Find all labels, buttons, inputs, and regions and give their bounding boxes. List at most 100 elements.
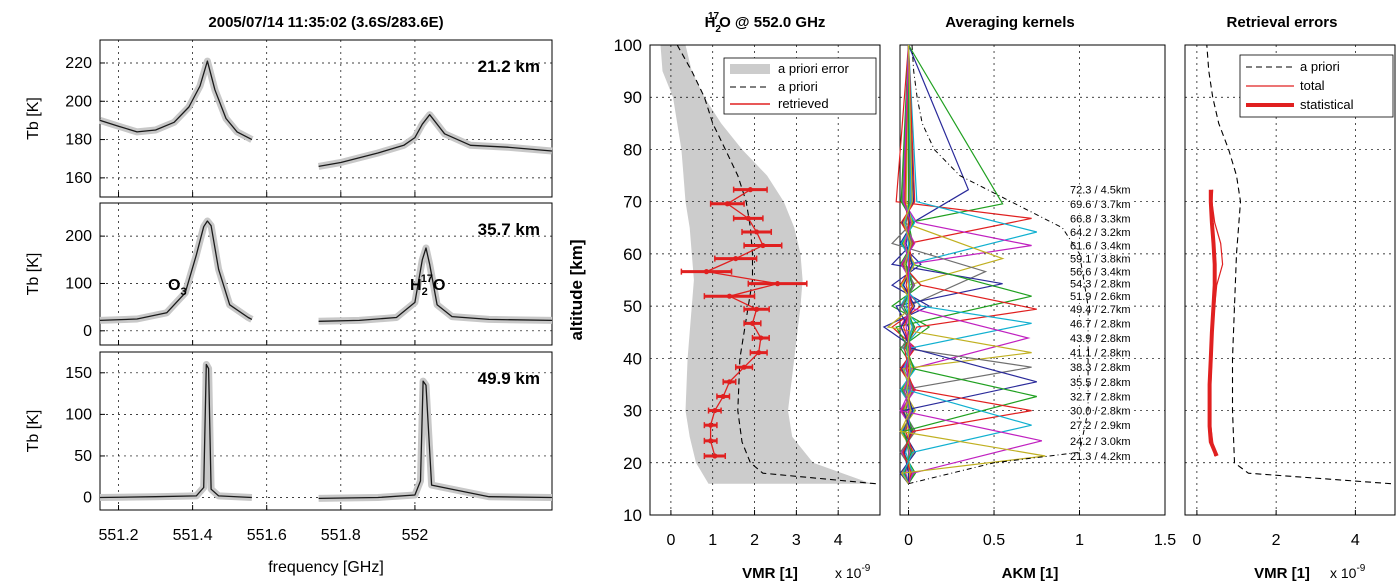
altitude-tick-label: 20 xyxy=(623,454,642,473)
spectrum-frame xyxy=(99,39,553,198)
x-tick-label: 0 xyxy=(1192,532,1201,549)
averaging-kernels-panel: 0 0.5 1 1.5 72.3 / 4.5km 69.6 / 3.7km 66.8 / 3… xyxy=(882,44,1176,549)
apriori-error-line xyxy=(1206,44,1392,485)
y-tick-label: 150 xyxy=(65,365,92,382)
errors-frame xyxy=(1184,44,1396,516)
legend-label: a priori xyxy=(1300,59,1340,74)
altitude-tick-label: 50 xyxy=(623,297,642,316)
kernel-label: 51.9 / 2.6km xyxy=(1070,291,1131,303)
kernel-line xyxy=(902,45,1037,484)
x-tick-label: 3 xyxy=(792,532,801,549)
spectrum-line xyxy=(99,60,253,141)
x-tick-label: 4 xyxy=(1351,532,1360,549)
kernel-label: 24.2 / 3.0km xyxy=(1070,436,1131,448)
kernel-label: 21.3 / 4.2km xyxy=(1070,451,1131,463)
x-tick-label: 1 xyxy=(708,532,717,549)
fit-band xyxy=(318,377,553,502)
profile-legend: a priori error a priori retrieved xyxy=(723,57,877,115)
legend-label: total xyxy=(1300,78,1325,93)
kernel-label: 72.3 / 4.5km xyxy=(1070,185,1131,197)
errors-multiplier: x 10-9 xyxy=(1330,563,1366,581)
altitude-tick-label: 70 xyxy=(623,193,642,212)
apriori-line xyxy=(676,44,876,485)
species-label: H217O xyxy=(410,273,445,298)
y-tick-label: 200 xyxy=(65,228,92,245)
profile-multiplier: x 10-9 xyxy=(835,563,871,581)
altitude-tick-label: 60 xyxy=(623,245,642,264)
legend-swatch-band xyxy=(730,64,770,74)
kernel-label: 43.9 / 2.8km xyxy=(1070,333,1131,345)
profile-title: H217O @ 552.0 GHz xyxy=(705,11,826,35)
y-tick-label: 100 xyxy=(65,275,92,292)
y-tick-label: 100 xyxy=(65,406,92,423)
kernel-label: 35.5 / 2.8km xyxy=(1070,377,1131,389)
kernel-label: 54.3 / 2.8km xyxy=(1070,279,1131,291)
y-tick-label: 0 xyxy=(83,323,92,340)
legend-label: a priori xyxy=(778,79,818,94)
kernel-label: 56.6 / 3.4km xyxy=(1070,267,1131,279)
altitude-annotation: 35.7 km xyxy=(478,220,540,239)
y-tick-label: 180 xyxy=(65,132,92,149)
altitude-tick-label: 100 xyxy=(614,36,642,55)
tb-axis-label: Tb [K] xyxy=(25,253,42,296)
altitude-tick-label: 90 xyxy=(623,88,642,107)
y-tick-label: 0 xyxy=(83,490,92,507)
profile-xlabel: VMR [1] xyxy=(742,565,798,582)
kernel-line xyxy=(902,44,1032,484)
kernel-line xyxy=(899,44,1043,484)
errors-panel: 0 2 4 a priori total statistical xyxy=(1184,44,1396,549)
freq-tick-label: 551.8 xyxy=(321,527,361,544)
altitude-label: altitude [km] xyxy=(567,239,586,340)
spectra-title: 2005/07/14 11:35:02 (3.6S/283.6E) xyxy=(208,14,443,31)
spectrum-frame xyxy=(99,351,553,511)
y-tick-label: 50 xyxy=(74,448,92,465)
x-tick-label: 0.5 xyxy=(983,532,1005,549)
spectrum-line xyxy=(99,363,252,499)
retrieved-line xyxy=(704,189,778,457)
statistical-error-line xyxy=(1207,189,1219,457)
altitude-annotation: 21.2 km xyxy=(478,57,540,76)
spectra-xlabel: frequency [GHz] xyxy=(268,559,384,576)
altitude-tick-label: 10 xyxy=(623,506,642,525)
freq-tick-label: 551.4 xyxy=(173,527,213,544)
spectrum-line xyxy=(318,114,553,168)
measurement-response-line xyxy=(908,44,1089,485)
species-label: O3 xyxy=(168,277,187,298)
kernel-label: 59.1 / 3.8km xyxy=(1070,254,1131,266)
akm-xlabel: AKM [1] xyxy=(1002,565,1059,582)
y-tick-label: 160 xyxy=(65,170,92,187)
akm-title: Averaging kernels xyxy=(945,14,1075,31)
x-tick-label: 0 xyxy=(904,532,913,549)
y-tick-label: 220 xyxy=(65,55,92,72)
freq-tick-label: 552 xyxy=(402,527,429,544)
kernel-label: 69.6 / 3.7km xyxy=(1070,199,1131,211)
fit-band xyxy=(99,217,254,324)
altitude-annotation: 49.9 km xyxy=(478,369,540,388)
profile-frame xyxy=(649,44,881,516)
spectrum-line xyxy=(99,220,253,322)
kernel-label: 49.4 / 2.7km xyxy=(1070,304,1131,316)
kernel-label: 38.3 / 2.8km xyxy=(1070,362,1131,374)
altitude-tick-label: 30 xyxy=(623,402,642,421)
kernel-label: 30.0 / 2.8km xyxy=(1070,406,1131,418)
spectrum-frame xyxy=(99,202,553,346)
kernel-label: 64.2 / 3.2km xyxy=(1070,227,1131,239)
freq-tick-label: 551.2 xyxy=(99,527,139,544)
x-tick-label: 2 xyxy=(750,532,759,549)
kernel-label: 66.8 / 3.3km xyxy=(1070,213,1131,225)
legend-label: statistical xyxy=(1300,97,1354,112)
kernel-line xyxy=(902,44,1032,484)
errors-legend: a priori total statistical xyxy=(1239,54,1394,118)
legend-label: a priori error xyxy=(778,61,849,76)
x-tick-label: 0 xyxy=(666,532,675,549)
kernel-line xyxy=(899,44,1046,485)
kernel-label: 27.2 / 2.9km xyxy=(1070,420,1131,432)
x-tick-label: 4 xyxy=(834,532,843,549)
kernel-line xyxy=(895,44,1032,485)
x-tick-label: 2 xyxy=(1272,532,1281,549)
spectrum-line xyxy=(318,380,553,500)
altitude-tick-label: 40 xyxy=(623,349,642,368)
x-tick-label: 1.5 xyxy=(1154,532,1176,549)
spectra-group: 160 180 200 220 21.2 km Tb [K] 0 100 200 35.7 km T… xyxy=(25,39,553,544)
